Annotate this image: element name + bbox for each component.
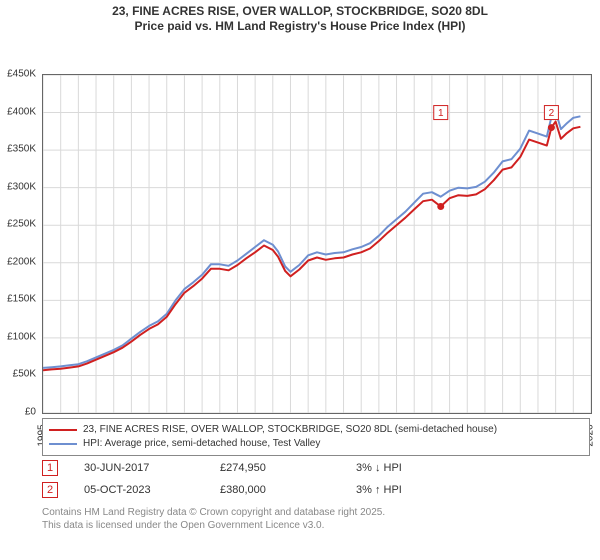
legend-item: HPI: Average price, semi-detached house,… xyxy=(49,437,583,451)
y-tick-label: £450K xyxy=(7,69,36,80)
summary-delta: 3% ↑ HPI xyxy=(356,484,466,496)
summary-price: £274,950 xyxy=(220,462,330,474)
summary-date: 30-JUN-2017 xyxy=(84,462,194,474)
svg-text:1: 1 xyxy=(438,108,444,119)
summary-delta: 3% ↓ HPI xyxy=(356,462,466,474)
sales-summary: 1 30-JUN-2017 £274,950 3% ↓ HPI 2 05-OCT-2023… xyxy=(42,460,466,504)
y-tick-label: £0 xyxy=(25,407,36,418)
chart-title: 23, FINE ACRES RISE, OVER WALLOP, STOCKB… xyxy=(0,0,600,34)
summary-marker-badge: 2 xyxy=(42,482,58,498)
svg-text:2: 2 xyxy=(549,108,555,119)
legend-swatch xyxy=(49,429,77,431)
y-tick-label: £350K xyxy=(7,144,36,155)
legend-swatch xyxy=(49,443,77,445)
y-tick-label: £150K xyxy=(7,294,36,305)
y-tick-label: £400K xyxy=(7,106,36,117)
legend: 23, FINE ACRES RISE, OVER WALLOP, STOCKB… xyxy=(42,418,590,456)
y-tick-label: £100K xyxy=(7,331,36,342)
y-tick-label: £250K xyxy=(7,219,36,230)
summary-row: 2 05-OCT-2023 £380,000 3% ↑ HPI xyxy=(42,482,466,498)
footnote: Contains HM Land Registry data © Crown c… xyxy=(42,506,385,532)
summary-row: 1 30-JUN-2017 £274,950 3% ↓ HPI xyxy=(42,460,466,476)
legend-label: 23, FINE ACRES RISE, OVER WALLOP, STOCKB… xyxy=(83,423,497,437)
summary-price: £380,000 xyxy=(220,484,330,496)
y-tick-label: £50K xyxy=(13,369,36,380)
footnote-line2: This data is licensed under the Open Gov… xyxy=(42,519,385,532)
plot-area: 12 xyxy=(42,74,592,414)
summary-date: 05-OCT-2023 xyxy=(84,484,194,496)
y-tick-label: £200K xyxy=(7,256,36,267)
y-tick-label: £300K xyxy=(7,181,36,192)
legend-item: 23, FINE ACRES RISE, OVER WALLOP, STOCKB… xyxy=(49,423,583,437)
footnote-line1: Contains HM Land Registry data © Crown c… xyxy=(42,506,385,519)
legend-label: HPI: Average price, semi-detached house,… xyxy=(83,437,320,451)
title-line1: 23, FINE ACRES RISE, OVER WALLOP, STOCKB… xyxy=(0,4,600,19)
title-line2: Price paid vs. HM Land Registry's House … xyxy=(0,19,600,34)
summary-marker-badge: 1 xyxy=(42,460,58,476)
y-axis: £0£50K£100K£150K£200K£250K£300K£350K£400… xyxy=(0,74,38,412)
